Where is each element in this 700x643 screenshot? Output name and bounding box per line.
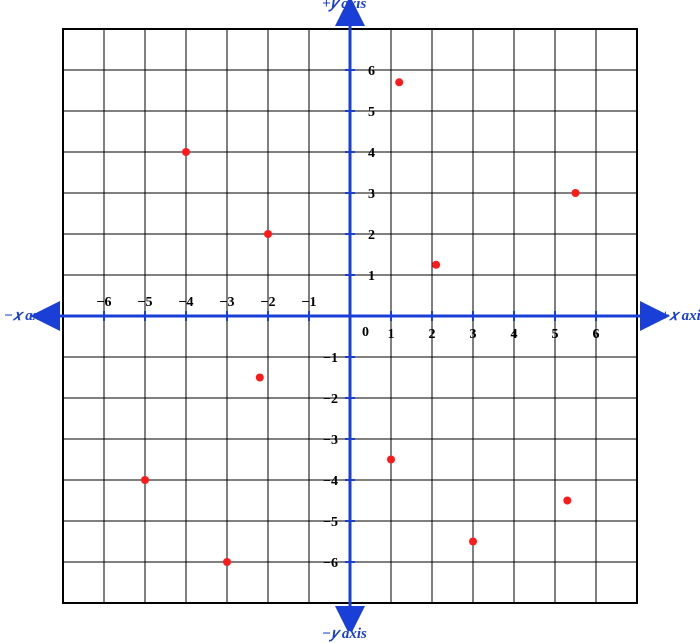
data-point	[264, 230, 272, 238]
plus-y-axis-label: +𝑦 axis	[322, 0, 366, 13]
y-tick-label: −4	[323, 474, 338, 489]
data-point	[387, 456, 395, 464]
y-tick-label: 3	[368, 187, 375, 202]
x-tick-label: −4	[179, 295, 194, 310]
x-tick-label: −1	[302, 295, 317, 310]
y-tick-label: −1	[323, 351, 338, 366]
scatter-chart: −6 −5 −4 −3 −2 −1 1 2 3 4 5 6 −6 −5 −4 −3 −2 −1 1 2 3 4 5 6 0	[0, 0, 700, 631]
origin-label: 0	[362, 325, 369, 340]
y-tick-label: −5	[323, 515, 338, 530]
data-point	[563, 497, 571, 505]
x-tick-label: 3	[470, 327, 477, 342]
y-tick-label: −2	[323, 392, 338, 407]
y-tick-label: 6	[368, 64, 375, 79]
data-point	[141, 476, 149, 484]
y-tick-label: 1	[368, 269, 375, 284]
y-tick-label: 5	[368, 105, 375, 120]
data-point	[223, 558, 231, 566]
data-point	[182, 148, 190, 156]
x-tick-label: −3	[220, 295, 235, 310]
minus-x-axis-label: −𝑥 axis	[4, 307, 50, 325]
minus-y-axis-label: −𝑦 axis	[322, 625, 367, 643]
x-tick-label: 4	[511, 327, 518, 342]
plus-x-axis-label: +𝑥 axis	[661, 307, 700, 325]
x-tick-label: 2	[429, 327, 436, 342]
data-point	[469, 538, 477, 546]
x-tick-label: −5	[138, 295, 153, 310]
y-tick-label: −6	[323, 556, 338, 571]
x-tick-label: −2	[261, 295, 276, 310]
data-point	[432, 261, 440, 269]
x-tick-label: 1	[388, 327, 395, 342]
y-tick-label: 4	[368, 146, 375, 161]
x-tick-label: −6	[97, 295, 112, 310]
x-tick-label: 5	[552, 327, 559, 342]
y-tick-label: −3	[323, 433, 338, 448]
data-point	[572, 189, 580, 197]
y-tick-label: 2	[368, 228, 375, 243]
x-tick-label: 6	[593, 327, 600, 342]
data-point	[256, 374, 264, 382]
data-point	[395, 78, 403, 86]
